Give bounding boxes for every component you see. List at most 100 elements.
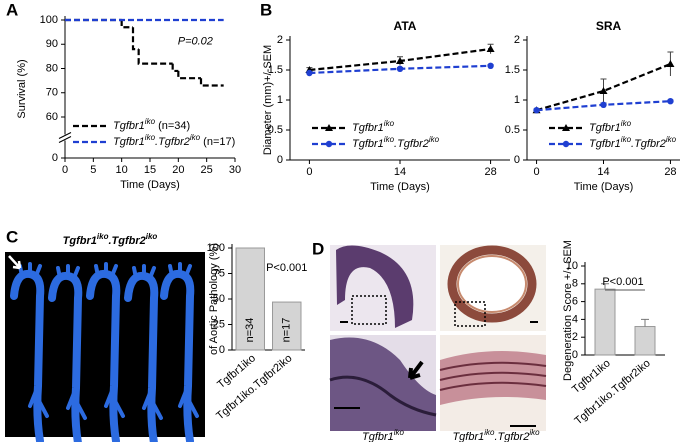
x-axis-label: Time (Days) [370,181,429,193]
chart-title: ATA [394,19,417,33]
legend-label: Tgfbr1iko [589,119,632,134]
marker [486,45,495,52]
y-tick-label: 0 [277,154,283,166]
y-tick-label: 1 [277,94,283,106]
histology [329,245,547,431]
y-axis-label: Survival (%) [16,59,28,118]
x-tick-label: 14 [394,166,406,178]
panel-label: A [6,0,18,19]
image-caption: Tgfbr1iko.Tgfbr2iko [452,428,540,442]
legend-marker [325,124,333,131]
error-bar [641,318,649,327]
y-tick-label: 0.5 [505,124,520,136]
y-tick-label: 75 [213,267,225,279]
marker [396,57,404,64]
legend-label: Tgfbr1iko.Tgfbr2iko (n=17) [113,133,235,148]
axis-break-gap [59,134,71,141]
y-tick-label: 0 [219,344,225,356]
x-tick-label: 28 [664,166,676,178]
marker [306,69,313,77]
y-tick-label: 0 [52,152,58,164]
legend-marker [325,140,333,148]
x-tick-label: 0 [306,166,312,178]
y-tick-label: 4 [572,313,578,325]
survival-step [131,27,139,51]
bar [594,288,616,356]
sample-size: n=17 [281,318,293,343]
axis-break [58,132,72,143]
y-axis-label: Diameter (mm)+/-SEM [262,45,274,155]
image-caption: Tgfbr1iko.Tgfbr2iko [63,232,158,247]
y-tick-label: 50 [213,293,225,305]
y-tick-label: 25 [213,318,225,330]
sample-size: n=34 [244,318,256,343]
legend-label: Tgfbr1iko.Tgfbr2iko [352,135,440,150]
y-tick-label: 2 [572,331,578,343]
survival-step [199,78,224,87]
y-axis-label: of Aortic Pathology (%) [208,243,220,355]
image-caption: Tgfbr1iko [362,428,405,442]
legend-marker [562,124,570,131]
y-tick-label: 60 [46,111,58,123]
y-tick-label: 8 [572,278,578,290]
marker [600,101,607,109]
marker [533,107,540,114]
x-tick-label: 30 [229,164,241,176]
error-bar [601,283,609,290]
y-axis-label: Degeneration Score +/- SEM [562,240,574,381]
y-tick-label: 2 [277,34,283,46]
y-tick-label: 0.5 [268,124,283,136]
marker [666,60,675,67]
arrow [8,255,22,270]
survival-step [137,49,173,65]
annotation: P<0.001 [266,262,307,274]
y-tick-label: 2 [514,34,520,46]
survival-step [120,20,133,29]
bar [272,301,302,351]
x-axis-label: Time (Days) [574,181,633,193]
x-tick-label: 10 [116,164,128,176]
legend-label: Tgfbr1iko [352,119,395,134]
y-tick-label: 100 [207,242,225,254]
panel-label: B [260,0,272,19]
x-tick-label: Tgfbr1iko.Tgfbr2iko [572,357,652,427]
survival-step [171,63,179,73]
x-tick-label: 15 [144,164,156,176]
x-tick-label: 20 [172,164,184,176]
y-tick-label: 70 [46,87,58,99]
y-tick-label: 90 [46,38,58,50]
annotation: P<0.001 [602,276,643,288]
chart-title: SRA [596,19,622,33]
y-tick-label: 100 [40,14,58,26]
y-tick-label: 0 [572,349,578,361]
y-tick-label: 1.5 [268,64,283,76]
panel-label: C [6,227,18,246]
y-axis-label: Incidence [196,275,208,322]
series-line [536,62,671,112]
marker [396,65,404,73]
bar [634,326,656,356]
marker [667,98,674,105]
x-tick-label: 0 [534,166,540,178]
legend-label: Tgfbr1iko.Tgfbr2iko [589,135,677,150]
y-tick-label: 0 [514,154,520,166]
bar [235,247,265,351]
y-tick-label: 10 [566,260,578,272]
x-tick-label: 0 [62,164,68,176]
y-tick-label: 1 [514,94,520,106]
panel-label: D [312,239,324,258]
y-tick-label: 80 [46,62,58,74]
survival-step [177,70,201,80]
x-axis-label: Time (Days) [120,179,179,191]
y-tick-label: 6 [572,296,578,308]
annotation: P=0.02 [178,36,213,48]
x-tick-label: 28 [484,166,496,178]
marker [487,62,494,69]
x-tick-label: 14 [597,166,609,178]
legend-marker [562,140,570,148]
x-tick-label: 25 [201,164,213,176]
marker [599,87,608,94]
y-tick-label: 1.5 [505,64,520,76]
